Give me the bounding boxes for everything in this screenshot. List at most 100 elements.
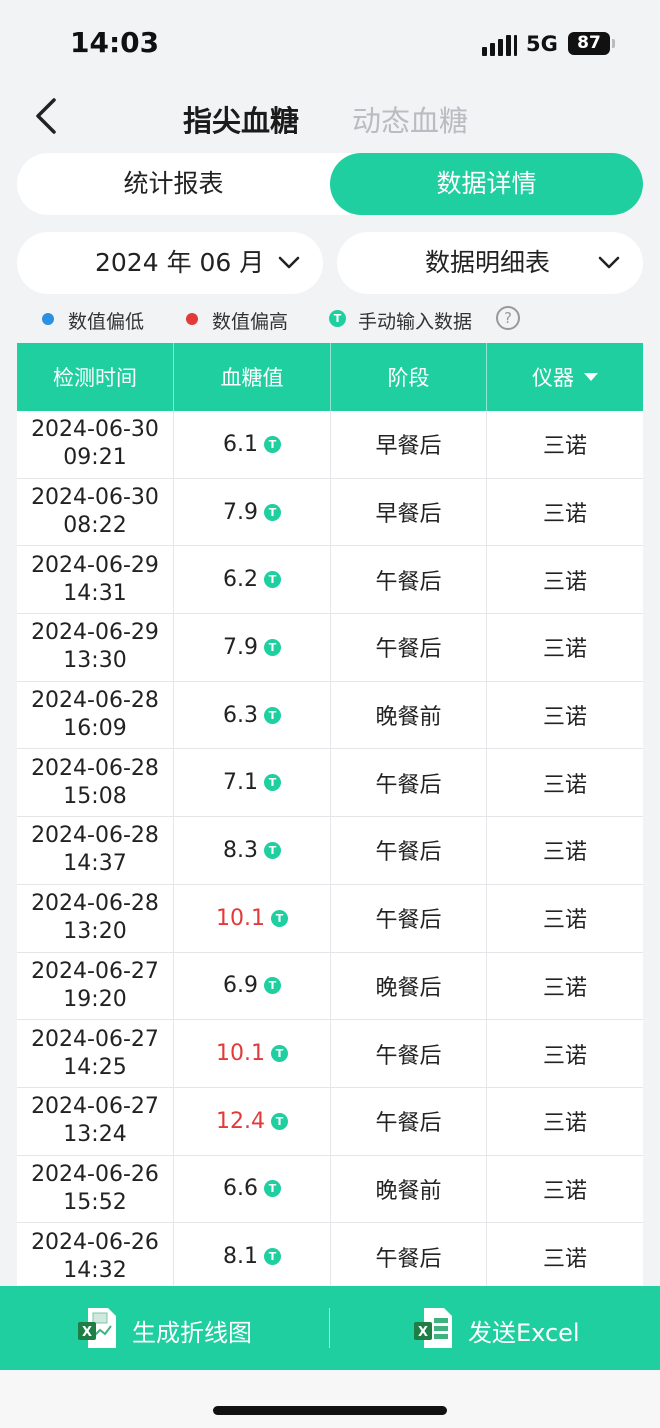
tab-continuous-glucose[interactable]: 动态血糖 (352, 104, 469, 138)
cell-time-text: 19:20 (63, 986, 127, 1012)
svg-text:X: X (82, 1325, 92, 1340)
manual-entry-badge-icon: T (264, 706, 281, 724)
cell-device: 三诺 (542, 1111, 587, 1137)
cell-time: 2024-06-27 19:20 (17, 952, 174, 1020)
cell-value: 6.9 T (174, 952, 331, 1020)
table-row[interactable]: 2024-06-26 15:52 6.6 T 晚餐前 三诺 (17, 1155, 643, 1224)
glucose-value: 6.3 (223, 702, 258, 728)
cell-time: 2024-06-30 08:22 (17, 478, 174, 546)
signal-icon (482, 34, 518, 56)
back-button[interactable] (28, 94, 68, 138)
cell-value: 6.3 T (174, 681, 331, 749)
glucose-value: 7.9 (223, 499, 258, 525)
table-row[interactable]: 2024-06-27 14:25 10.1 T 午餐后 三诺 (17, 1020, 643, 1088)
legend: 数值偏低 数值偏高 T 手动输入数据 ? (0, 300, 660, 340)
month-select[interactable]: 2024 年 06 月 (17, 232, 323, 294)
cell-stage: 午餐后 (331, 1087, 487, 1155)
manual-entry-badge-icon: T (264, 1248, 281, 1266)
cell-device: 三诺 (542, 772, 587, 798)
cell-date-text: 2024-06-26 (31, 1161, 159, 1187)
bottom-divider (329, 1308, 330, 1348)
manual-entry-badge-icon: T (270, 1112, 288, 1130)
table-row[interactable]: 2024-06-27 13:24 12.4 T 午餐后 三诺 (17, 1087, 643, 1156)
manual-entry-badge-icon: T (264, 1180, 281, 1198)
glucose-value: 10.1 (216, 1041, 265, 1067)
cell-time: 2024-06-26 15:52 (17, 1155, 174, 1223)
home-area (0, 1370, 660, 1428)
send-excel-button[interactable]: X 发送Excel (330, 1286, 660, 1370)
chevron-down-icon (278, 256, 300, 269)
cell-stage: 晚餐前 (331, 681, 487, 749)
table-row[interactable]: 2024-06-28 13:20 10.1 T 午餐后 三诺 (17, 884, 643, 953)
legend-manual-label: 手动输入数据 (358, 311, 473, 333)
cell-value: 7.1 T (174, 749, 331, 817)
table-row[interactable]: 2024-06-28 15:08 7.1 T 午餐后 三诺 (17, 749, 643, 818)
table-header: 检测时间 血糖值 阶段 仪器 (17, 343, 643, 411)
cell-time: 2024-06-26 14:32 (17, 1223, 174, 1290)
segment-statistics-report[interactable]: 统计报表 (123, 169, 224, 198)
table-row[interactable]: 2024-06-27 19:20 6.9 T 晚餐后 三诺 (17, 952, 643, 1021)
glucose-value: 7.1 (223, 770, 258, 796)
cell-value: 6.1 T (174, 411, 331, 478)
cell-device: 三诺 (542, 1178, 587, 1204)
home-indicator[interactable] (213, 1406, 447, 1415)
glucose-value: 6.1 (223, 431, 258, 457)
cell-date-text: 2024-06-28 (31, 891, 159, 917)
status-bar: 14:03 5G 87 (0, 0, 660, 84)
generate-line-chart-button[interactable]: X 生成折线图 (0, 1286, 330, 1370)
table-row[interactable]: 2024-06-29 14:31 6.2 T 午餐后 三诺 (17, 546, 643, 615)
cell-device: 三诺 (542, 434, 587, 460)
legend-high-label: 数值偏高 (212, 311, 289, 333)
excel-icon: X (414, 1308, 452, 1348)
cell-stage: 午餐后 (331, 817, 487, 884)
cell-device: 三诺 (542, 502, 587, 528)
cell-date-text: 2024-06-27 (31, 958, 159, 984)
header-device-filter[interactable]: 仪器 (487, 343, 643, 411)
cell-stage: 午餐后 (331, 614, 487, 681)
help-icon[interactable]: ? (496, 306, 520, 330)
cell-date-text: 2024-06-29 (31, 552, 159, 578)
cell-device: 三诺 (542, 840, 587, 866)
table-row[interactable]: 2024-06-29 13:30 7.9 T 午餐后 三诺 (17, 614, 643, 682)
status-time: 14:03 (70, 26, 160, 59)
header-value: 血糖值 (174, 343, 331, 411)
network-type: 5G (526, 32, 558, 56)
cell-time: 2024-06-30 09:21 (17, 411, 174, 478)
manual-entry-badge-icon: T (264, 638, 281, 656)
table-row[interactable]: 2024-06-26 14:32 8.1 T 午餐后 三诺 (17, 1223, 643, 1291)
cell-time-text: 08:22 (63, 513, 127, 539)
header-stage: 阶段 (331, 343, 487, 411)
cell-time: 2024-06-28 14:37 (17, 817, 174, 884)
cell-time-text: 15:52 (63, 1189, 127, 1215)
table-row[interactable]: 2024-06-28 16:09 6.3 T 晚餐前 三诺 (17, 681, 643, 750)
cell-value: 6.6 T (174, 1155, 331, 1223)
cell-value: 7.9 T (174, 478, 331, 546)
table-row[interactable]: 2024-06-30 09:21 6.1 T 早餐后 三诺 (17, 411, 643, 479)
low-value-dot (42, 313, 54, 325)
cell-device: 三诺 (542, 1043, 587, 1069)
send-excel-label: 发送Excel (468, 1319, 580, 1347)
glucose-value: 6.2 (223, 567, 258, 593)
cell-value: 8.1 T (174, 1223, 331, 1290)
cell-value: 10.1 T (174, 1020, 331, 1087)
cell-stage: 午餐后 (331, 1223, 487, 1290)
data-table: 检测时间 血糖值 阶段 仪器 2024-06-30 09:21 6.1 T 早餐后 三诺 2… (17, 343, 643, 1291)
cell-time-text: 14:32 (63, 1257, 127, 1283)
view-select[interactable]: 数据明细表 (337, 232, 643, 294)
cell-stage: 晚餐后 (331, 952, 487, 1020)
cell-date-text: 2024-06-30 (31, 417, 159, 443)
tab-fingertip-glucose[interactable]: 指尖血糖 (183, 104, 300, 138)
table-row[interactable]: 2024-06-28 14:37 8.3 T 午餐后 三诺 (17, 817, 643, 885)
cell-time: 2024-06-28 16:09 (17, 681, 174, 749)
cell-time-text: 14:25 (63, 1054, 127, 1080)
cell-date-text: 2024-06-29 (31, 620, 159, 646)
high-value-dot (186, 313, 198, 325)
table-row[interactable]: 2024-06-30 08:22 7.9 T 早餐后 三诺 (17, 478, 643, 547)
segment-data-details[interactable]: 数据详情 (330, 153, 643, 215)
glucose-value: 6.6 (223, 1176, 258, 1202)
battery-icon: 87 (568, 32, 610, 55)
cell-time-text: 13:20 (63, 919, 127, 945)
cell-stage: 午餐后 (331, 1020, 487, 1087)
cell-stage: 午餐后 (331, 546, 487, 614)
cell-time: 2024-06-27 13:24 (17, 1087, 174, 1155)
